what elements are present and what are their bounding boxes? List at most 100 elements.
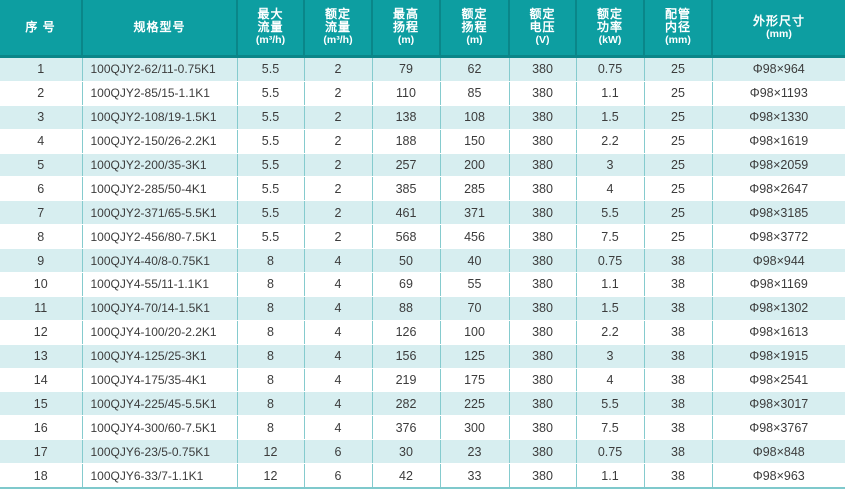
cell-max-flow: 5.5: [237, 56, 305, 82]
table-row: 5 100QJY2-200/35-3K1 5.5 2 257 200 380 3 25 Φ98×2…: [0, 153, 845, 178]
cell-rated-power: 5.5: [576, 200, 645, 226]
cell-model: 100QJY2-285/50-4K1: [82, 176, 238, 202]
cell-pipe-inner-diameter: 25: [644, 81, 713, 106]
table-row: 6 100QJY2-285/50-4K1 5.5 2 385 285 380 4 25 Φ98×2…: [0, 176, 845, 202]
cell-rated-flow: 2: [304, 224, 373, 250]
cell-max-head: 50: [372, 248, 441, 274]
cell-rated-flow: 4: [304, 296, 373, 321]
cell-model: 100QJY2-456/80-7.5K1: [82, 224, 238, 250]
cell-rated-head: 40: [440, 248, 510, 274]
cell-max-flow: 5.5: [237, 200, 305, 226]
cell-max-head: 385: [372, 176, 441, 202]
header-unit-label: (V): [535, 34, 550, 46]
cell-overall-dimensions: Φ98×1193: [712, 81, 845, 106]
cell-max-head: 219: [372, 368, 441, 393]
header-unit-label: (m³/h): [323, 34, 353, 46]
cell-pipe-inner-diameter: 38: [644, 391, 713, 417]
table-row: 9 100QJY4-40/8-0.75K1 8 4 50 40 380 0.75 38 Φ98×9…: [0, 248, 845, 274]
header-label-line: 外形尺寸: [752, 13, 805, 28]
cell-model: 100QJY2-85/15-1.1K1: [82, 81, 238, 106]
header-label-line: 规格型号: [133, 20, 186, 34]
cell-rated-head: 33: [440, 463, 510, 489]
cell-max-head: 156: [372, 344, 441, 369]
cell-max-flow: 8: [237, 368, 305, 393]
cell-rated-flow: 2: [304, 81, 373, 106]
header-row: 序 号规格型号 最大 流量 (m³/h) 额定 流量 (m³/h) 最高 扬程 (m) 额定 扬程 (m…: [0, 0, 845, 58]
cell-max-flow: 8: [237, 272, 305, 297]
cell-max-flow: 8: [237, 415, 305, 441]
header-label-line: 流量: [324, 20, 351, 34]
table-row: 13 100QJY4-125/25-3K1 8 4 156 125 380 3 38 Φ98×19…: [0, 344, 845, 369]
cell-max-head: 568: [372, 224, 441, 250]
header-cell-rated-flow: 额定 流量 (m³/h): [304, 0, 373, 58]
cell-model: 100QJY4-300/60-7.5K1: [82, 415, 238, 441]
cell-serial-number: 13: [0, 344, 83, 369]
cell-pipe-inner-diameter: 38: [644, 296, 713, 321]
cell-rated-voltage: 380: [509, 153, 577, 178]
cell-rated-voltage: 380: [509, 200, 577, 226]
table-row: 3 100QJY2-108/19-1.5K1 5.5 2 138 108 380 1.5 25 Φ…: [0, 105, 845, 130]
cell-serial-number: 12: [0, 320, 83, 345]
cell-rated-voltage: 380: [509, 56, 577, 82]
cell-rated-voltage: 380: [509, 248, 577, 274]
cell-max-head: 110: [372, 81, 441, 106]
header-unit-label: (m): [397, 34, 415, 46]
cell-rated-flow: 4: [304, 272, 373, 297]
header-label-line: 额定: [461, 7, 488, 21]
header-label-line: 额定: [324, 7, 351, 21]
cell-model: 100QJY6-23/5-0.75K1: [82, 439, 238, 465]
cell-max-head: 138: [372, 105, 441, 130]
cell-pipe-inner-diameter: 25: [644, 176, 713, 202]
cell-rated-power: 0.75: [576, 56, 645, 82]
table-row: 16 100QJY4-300/60-7.5K1 8 4 376 300 380 7.5 38 Φ9…: [0, 415, 845, 441]
header-label-line: 电压: [529, 20, 556, 34]
header-label-line: 额定: [596, 7, 623, 21]
cell-rated-head: 108: [440, 105, 510, 130]
cell-rated-head: 456: [440, 224, 510, 250]
cell-pipe-inner-diameter: 38: [644, 439, 713, 465]
header-cell-max-head: 最高 扬程 (m): [372, 0, 441, 58]
cell-rated-head: 62: [440, 56, 510, 82]
cell-rated-head: 300: [440, 415, 510, 441]
cell-rated-head: 285: [440, 176, 510, 202]
cell-rated-voltage: 380: [509, 391, 577, 417]
cell-rated-head: 125: [440, 344, 510, 369]
cell-rated-voltage: 380: [509, 296, 577, 321]
cell-overall-dimensions: Φ98×964: [712, 56, 845, 82]
cell-rated-power: 1.1: [576, 272, 645, 297]
cell-rated-voltage: 380: [509, 129, 577, 154]
cell-max-flow: 8: [237, 344, 305, 369]
header-cell-rated-power: 额定 功率 (kW): [576, 0, 645, 58]
cell-rated-head: 150: [440, 129, 510, 154]
cell-overall-dimensions: Φ98×3767: [712, 415, 845, 441]
table-row: 17 100QJY6-23/5-0.75K1 12 6 30 23 380 0.75 38 Φ98…: [0, 439, 845, 465]
cell-rated-flow: 4: [304, 368, 373, 393]
cell-rated-head: 23: [440, 439, 510, 465]
header-label-line: 扬程: [461, 20, 488, 34]
header-label-line: 功率: [596, 20, 623, 34]
cell-rated-voltage: 380: [509, 415, 577, 441]
cell-overall-dimensions: Φ98×3185: [712, 200, 845, 226]
header-label-line: 最高: [392, 7, 419, 21]
cell-rated-power: 1.5: [576, 296, 645, 321]
cell-rated-power: 5.5: [576, 391, 645, 417]
cell-rated-voltage: 380: [509, 463, 577, 489]
cell-rated-flow: 4: [304, 415, 373, 441]
cell-rated-power: 0.75: [576, 248, 645, 274]
cell-max-head: 69: [372, 272, 441, 297]
header-label-line: 额定: [529, 7, 556, 21]
cell-rated-voltage: 380: [509, 224, 577, 250]
cell-rated-voltage: 380: [509, 439, 577, 465]
cell-serial-number: 5: [0, 153, 83, 178]
cell-serial-number: 3: [0, 105, 83, 130]
cell-rated-flow: 6: [304, 463, 373, 489]
cell-model: 100QJY2-62/11-0.75K1: [82, 56, 238, 82]
cell-model: 100QJY4-175/35-4K1: [82, 368, 238, 393]
cell-serial-number: 11: [0, 296, 83, 321]
cell-rated-power: 1.1: [576, 463, 645, 489]
cell-max-flow: 12: [237, 463, 305, 489]
header-cell-pipe-inner-diameter: 配管 内径 (mm): [644, 0, 713, 58]
cell-max-flow: 8: [237, 320, 305, 345]
cell-rated-head: 100: [440, 320, 510, 345]
cell-max-flow: 5.5: [237, 129, 305, 154]
